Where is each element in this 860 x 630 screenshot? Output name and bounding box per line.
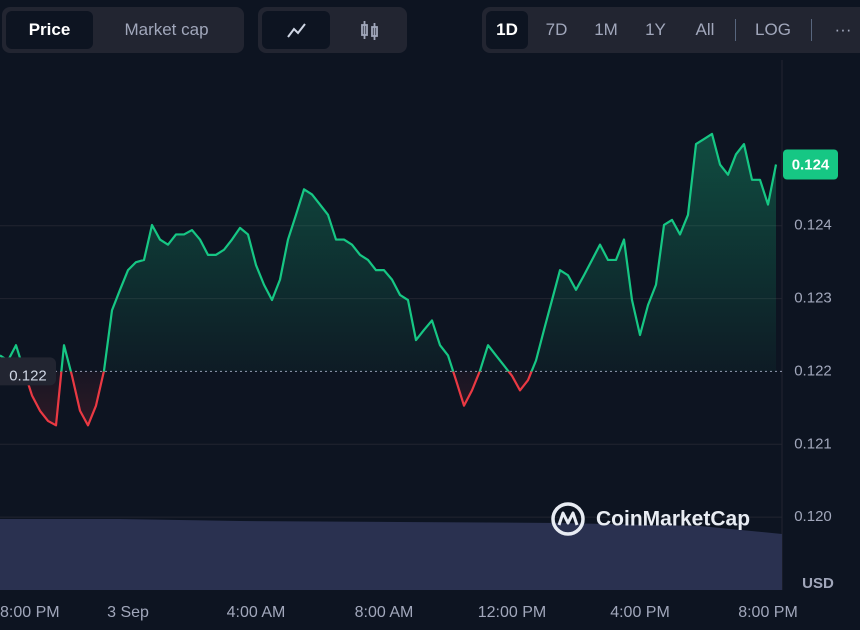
- watermark: CoinMarketCap: [551, 502, 750, 536]
- watermark-text: CoinMarketCap: [596, 508, 750, 531]
- volume-area: [0, 519, 782, 590]
- separator: [811, 19, 812, 41]
- y-tick-label: 0.120: [794, 508, 832, 525]
- price-line: [0, 132, 778, 427]
- line-icon: [287, 23, 306, 38]
- range-button[interactable]: All: [695, 20, 715, 39]
- line-chart-button[interactable]: [262, 11, 330, 49]
- price-area: [0, 133, 776, 426]
- line-icon-path: [287, 23, 306, 38]
- more-button[interactable]: ···: [834, 20, 852, 39]
- x-tick-label: 3 Sep: [107, 604, 149, 621]
- range-group: 1D 7D 1M 1Y All LOG ···: [482, 7, 860, 53]
- y-tick-label: 0.124: [794, 217, 832, 234]
- range-button[interactable]: 1D: [486, 11, 528, 49]
- tab-button[interactable]: Market cap: [124, 20, 209, 39]
- candle-chart-button[interactable]: [335, 11, 403, 49]
- x-tick-label: 4:00 PM: [610, 604, 670, 621]
- current-price-badge: [783, 149, 838, 180]
- y-tick-label: 0.122: [794, 362, 832, 379]
- watermark-logo: [551, 502, 585, 536]
- tab-group: Price Market cap: [2, 7, 244, 53]
- x-tick-label: 8:00 AM: [355, 604, 414, 621]
- baseline-label: 0.122: [9, 367, 47, 384]
- x-tick-label: 12:00 PM: [478, 604, 546, 621]
- y-tick-label: 0.121: [794, 435, 832, 452]
- y-tick-label: 0.123: [794, 290, 832, 307]
- range-button[interactable]: 1Y: [645, 20, 666, 39]
- chart-type-group: [258, 7, 407, 53]
- currency-label: USD: [802, 575, 834, 592]
- range-button[interactable]: 1M: [594, 20, 618, 39]
- scale-button[interactable]: LOG: [755, 20, 791, 39]
- watermark-logo-mark: [557, 511, 579, 526]
- candle-icon: [361, 21, 378, 40]
- baseline-label-box: [0, 357, 56, 386]
- separator: [735, 19, 736, 41]
- x-tick-label: 8:00 PM: [738, 604, 798, 621]
- tab-button[interactable]: Price: [6, 11, 93, 49]
- current-price-label: 0.124: [792, 156, 830, 173]
- range-button[interactable]: 7D: [545, 20, 568, 39]
- x-tick-label: 8:00 PM: [0, 604, 60, 621]
- x-tick-label: 4:00 AM: [227, 604, 286, 621]
